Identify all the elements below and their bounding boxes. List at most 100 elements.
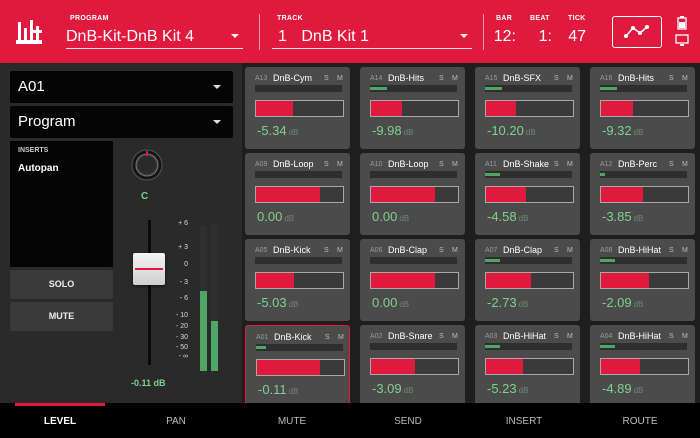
pad-a14[interactable]: A14 DnB-Hits S M -9.98 dB <box>360 67 465 149</box>
pad-grid: A13 DnB-Cym S M -5.34 dB A14 DnB-Hits S M -9.98 dB A… <box>242 63 700 407</box>
pad-db-unit: dB <box>284 214 295 223</box>
pad-volume-slider[interactable] <box>485 358 574 375</box>
pad-a09[interactable]: A09 DnB-Loop S M 0.00 dB <box>245 153 350 235</box>
bar-value[interactable]: 12: <box>493 28 516 45</box>
solo-toggle[interactable]: S <box>669 75 674 82</box>
pad-a15[interactable]: A15 DnB-SFX S M -10.20 dB <box>475 67 580 149</box>
insert-item[interactable]: Autopan <box>18 163 59 174</box>
solo-toggle[interactable]: S <box>324 247 329 254</box>
mute-toggle[interactable]: M <box>567 333 573 340</box>
solo-toggle[interactable]: S <box>439 247 444 254</box>
tab-level[interactable]: LEVEL <box>2 403 118 438</box>
tab-route[interactable]: ROUTE <box>582 403 698 438</box>
mute-toggle[interactable]: M <box>682 333 688 340</box>
solo-toggle[interactable]: S <box>669 247 674 254</box>
pad-a08[interactable]: A08 DnB-HiHat S M -2.09 dB <box>590 239 695 321</box>
pad-volume-slider[interactable] <box>255 272 344 289</box>
solo-toggle[interactable]: S <box>325 334 330 341</box>
bar-label: BAR <box>496 15 513 22</box>
pad-a05[interactable]: A05 DnB-Kick S M -5.03 dB <box>245 239 350 321</box>
pad-level-meter <box>370 171 457 178</box>
pad-volume-slider[interactable] <box>485 100 574 117</box>
pad-a12[interactable]: A12 DnB-Perc S M -3.85 dB <box>590 153 695 235</box>
solo-toggle[interactable]: S <box>324 161 329 168</box>
pad-level-meter <box>600 257 687 264</box>
track-select[interactable]: 1 DnB Kit 1 <box>272 25 472 49</box>
pad-volume-slider[interactable] <box>370 100 459 117</box>
pad-a01[interactable]: A01 DnB-Kick S M -0.11 dB <box>245 325 350 407</box>
mute-toggle[interactable]: M <box>337 247 343 254</box>
mute-toggle[interactable]: M <box>567 161 573 168</box>
solo-toggle[interactable]: S <box>669 333 674 340</box>
pad-id: A07 <box>485 247 498 254</box>
pad-volume-slider[interactable] <box>370 272 459 289</box>
pad-db-value: -2.73 dB <box>487 295 528 310</box>
pad-name: DnB-Clap <box>503 245 543 255</box>
pad-id: A05 <box>255 247 268 254</box>
pad-db-unit: dB <box>403 128 414 137</box>
pad-volume-slider[interactable] <box>370 358 459 375</box>
pad-a13[interactable]: A13 DnB-Cym S M -5.34 dB <box>245 67 350 149</box>
mute-toggle[interactable]: M <box>682 75 688 82</box>
mute-toggle[interactable]: M <box>567 75 573 82</box>
pad-a16[interactable]: A16 DnB-Hits S M -9.32 dB <box>590 67 695 149</box>
solo-toggle[interactable]: S <box>439 161 444 168</box>
pad-a03[interactable]: A03 DnB-HiHat S M -5.23 dB <box>475 325 580 407</box>
pad-volume-slider[interactable] <box>255 100 344 117</box>
solo-toggle[interactable]: S <box>554 247 559 254</box>
program-select[interactable]: DnB-Kit-DnB Kit 4 <box>66 25 243 49</box>
pad-volume-slider[interactable] <box>600 186 689 203</box>
pad-db-number: 0.00 <box>372 295 398 310</box>
fader-track[interactable] <box>148 220 151 365</box>
volume-fader-handle[interactable] <box>133 253 165 285</box>
solo-toggle[interactable]: S <box>324 75 329 82</box>
pad-a06[interactable]: A06 DnB-Clap S M 0.00 dB <box>360 239 465 321</box>
pad-volume-slider[interactable] <box>600 100 689 117</box>
pad-volume-slider[interactable] <box>600 358 689 375</box>
pad-select[interactable]: A01 <box>10 71 233 103</box>
pad-a04[interactable]: A04 DnB-HiHat S M -4.89 dB <box>590 325 695 407</box>
solo-button[interactable]: SOLO <box>10 270 113 299</box>
solo-toggle[interactable]: S <box>554 75 559 82</box>
pad-a10[interactable]: A10 DnB-Loop S M 0.00 dB <box>360 153 465 235</box>
automation-button[interactable] <box>612 16 662 48</box>
pad-volume-slider[interactable] <box>600 272 689 289</box>
mute-toggle[interactable]: M <box>452 333 458 340</box>
mute-toggle[interactable]: M <box>452 247 458 254</box>
mute-toggle[interactable]: M <box>452 75 458 82</box>
pad-level-fill <box>485 173 500 176</box>
solo-toggle[interactable]: S <box>439 75 444 82</box>
solo-toggle[interactable]: S <box>439 333 444 340</box>
tab-insert[interactable]: INSERT <box>466 403 582 438</box>
tab-pan[interactable]: PAN <box>118 403 234 438</box>
pad-volume-slider[interactable] <box>256 359 345 376</box>
tab-mute[interactable]: MUTE <box>234 403 350 438</box>
pad-volume-slider[interactable] <box>485 186 574 203</box>
pad-a07[interactable]: A07 DnB-Clap S M -2.73 dB <box>475 239 580 321</box>
mute-toggle[interactable]: M <box>452 161 458 168</box>
tab-send[interactable]: SEND <box>350 403 466 438</box>
mute-toggle[interactable]: M <box>682 247 688 254</box>
pad-a11[interactable]: A11 DnB-Shaker S M -4.58 dB <box>475 153 580 235</box>
tick-value[interactable]: 47 <box>568 28 586 45</box>
mute-toggle[interactable]: M <box>337 161 343 168</box>
pan-knob[interactable] <box>131 149 163 181</box>
mute-button[interactable]: MUTE <box>10 302 113 331</box>
solo-toggle[interactable]: S <box>669 161 674 168</box>
beat-value[interactable]: 1: <box>538 28 552 45</box>
pad-volume-slider[interactable] <box>370 186 459 203</box>
solo-toggle[interactable]: S <box>554 161 559 168</box>
mute-toggle[interactable]: M <box>338 334 344 341</box>
mute-toggle[interactable]: M <box>682 161 688 168</box>
pad-db-unit: dB <box>288 300 299 309</box>
pad-volume-slider[interactable] <box>485 272 574 289</box>
mode-select[interactable]: Program <box>10 106 233 138</box>
solo-toggle[interactable]: S <box>554 333 559 340</box>
inserts-box[interactable]: INSERTS Autopan <box>10 141 113 267</box>
pad-a02[interactable]: A02 DnB-Snare S M -3.09 dB <box>360 325 465 407</box>
program-edit-icon[interactable] <box>16 18 44 46</box>
mute-toggle[interactable]: M <box>337 75 343 82</box>
pad-volume-slider[interactable] <box>255 186 344 203</box>
pad-db-value: -3.85 dB <box>602 209 643 224</box>
mute-toggle[interactable]: M <box>567 247 573 254</box>
